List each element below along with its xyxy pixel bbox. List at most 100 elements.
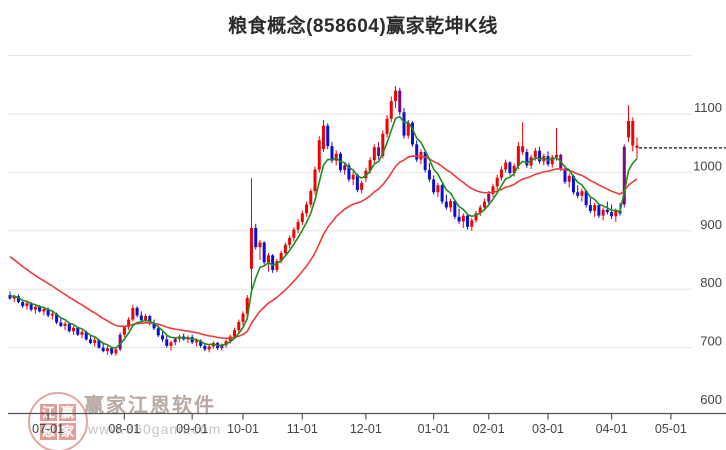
candle-body [466,215,470,227]
x-axis-label: 03-01 [532,422,564,436]
x-axis-label: 10-01 [227,422,259,436]
candle-body [563,168,567,182]
candle-body [402,112,406,136]
candle-body [525,151,529,166]
candle-body [381,133,385,157]
candle-body [25,303,29,307]
candle-body [237,321,241,331]
candle-body [258,242,262,248]
candle-body [135,307,139,316]
candle-body [161,335,165,340]
candle-body [63,323,67,326]
candle-body [300,213,304,223]
candle-body [21,302,25,307]
candle-body [571,175,575,193]
candle-body [347,165,351,180]
x-axis-label: 12-01 [350,422,382,436]
candle-body [207,346,211,350]
candle-body [144,316,148,321]
candle-body [415,144,419,160]
brand-watermark-text: 赢家江恩软件 [84,395,216,417]
candle-body [42,309,46,312]
candle-body [241,313,245,322]
candle-body [588,205,592,211]
candle-body [322,125,326,150]
y-axis-label: 1000 [693,158,722,173]
candle-body [12,296,16,299]
candle-body [364,170,368,179]
candle-body [279,252,283,262]
candle-body [461,215,465,222]
candle-body [512,165,516,173]
candle-body [597,205,601,216]
candle-body [317,140,321,170]
candle-body [389,101,393,119]
candle-body [16,296,20,303]
candle-body [444,201,448,208]
y-axis-label: 1100 [694,100,722,115]
candle-body [305,204,309,214]
candle-body [50,313,54,316]
candle-body [538,150,542,162]
candle-body [478,207,482,214]
candle-body [105,348,109,352]
candle-body [610,212,614,217]
candle-body [427,170,431,180]
x-axis-label: 11-01 [287,422,318,436]
candle-body [377,147,381,157]
candle-body [627,121,631,138]
candle-body [440,185,444,202]
candle-body [199,340,203,346]
candle-body [360,182,364,190]
candle-body [508,162,512,173]
x-axis-label: 07-01 [32,422,64,436]
candle-body [533,150,537,158]
seal-char: 赢 [59,404,76,421]
candle-body [309,191,313,205]
candle-body [283,244,287,253]
candle-body [80,331,84,335]
ma-short-line [9,115,638,349]
candle-body [275,261,279,270]
candle-body [495,177,499,187]
candle-body [635,145,639,148]
candle-body [38,306,42,312]
candle-body [423,151,427,171]
candle-body [406,122,410,136]
candle-body [470,220,474,227]
candle-body [233,330,237,337]
y-axis-label: 700 [700,334,722,349]
candle-body [33,306,37,310]
candle-body [169,342,173,346]
candle-body [584,191,588,206]
seal-char: 家 [59,423,76,440]
candle-body [372,147,376,161]
candle-body [110,348,114,354]
candle-body [46,309,50,316]
candle-body [101,347,105,352]
candle-body [605,209,609,213]
candle-body [59,322,63,326]
candle-body [55,313,59,323]
seal-char: 江 [40,404,57,421]
candle-body [330,146,334,161]
x-axis-label: 01-01 [418,422,450,436]
y-axis-label: 600 [700,392,722,407]
candle-body [385,118,389,134]
candle-body [156,328,160,336]
candle-body [576,192,580,196]
candle-body [457,216,461,222]
winner-gann-seal-logo: 江 赢 恩 家 [28,392,88,450]
candle-body [271,255,275,270]
candle-body [165,339,169,346]
candle-body [491,186,495,195]
candle-body [601,209,605,216]
candle-body [127,319,131,328]
x-axis-label: 04-01 [596,422,628,436]
candle-body [516,146,520,166]
candle-body [580,191,584,196]
candle-body [487,194,491,202]
x-axis-label: 08-01 [108,422,140,436]
